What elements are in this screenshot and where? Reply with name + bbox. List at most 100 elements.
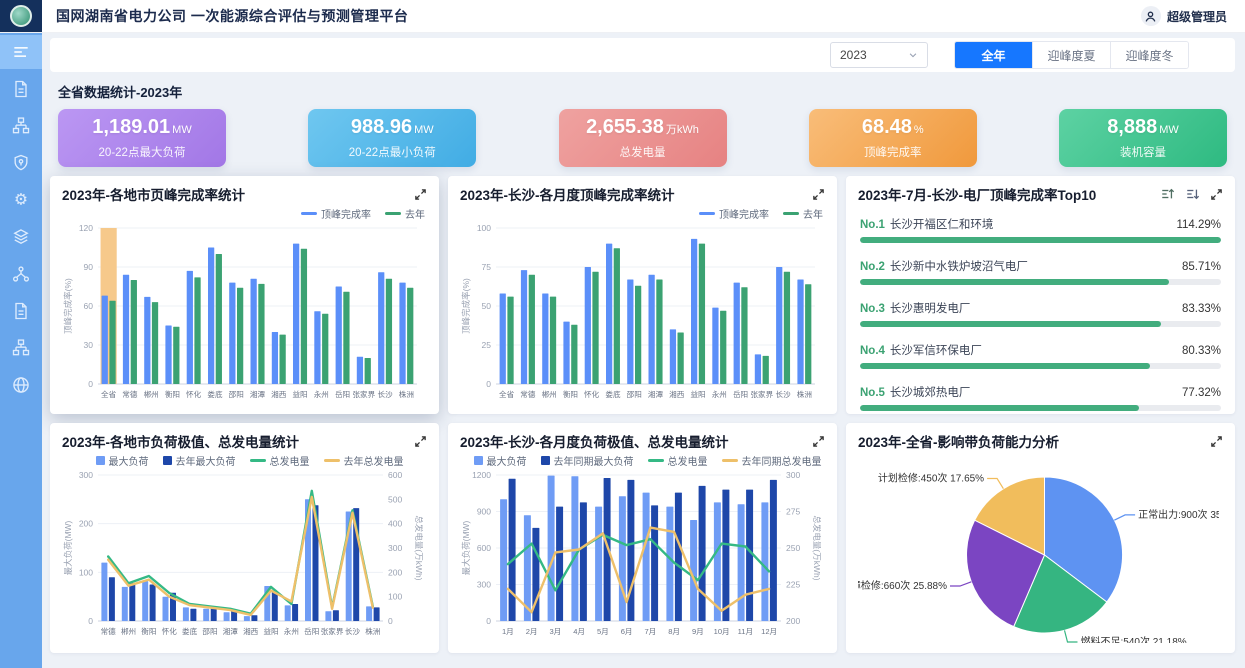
year-select[interactable]: 2023: [830, 42, 928, 68]
chart-title: 2023年-长沙-各月度顶峰完成率统计: [460, 188, 675, 203]
org-chart-icon: [12, 339, 30, 356]
chart-card-city-load-generation: 2023年-各地市负荷极值、总发电量统计 最大负荷 去年最大负荷 总发电量 去年…: [50, 423, 439, 653]
chart-legend: 顶峰完成率 去年: [62, 207, 425, 221]
expand-icon[interactable]: [812, 435, 825, 448]
svg-text:300: 300: [388, 543, 402, 553]
svg-text:总发电量(万kWh): 总发电量(万kWh): [414, 515, 423, 580]
bar-chart-changsha-month-peak-rate[interactable]: 0 25 50 75 100 全省 常德 郴州 衡阳 怀化 娄底 邵阳 湘潭 湘西 益阳 永州 岳阳 张家界 长沙株…: [460, 220, 821, 402]
sidebar-item-global[interactable]: [0, 368, 42, 402]
sort-descending-icon[interactable]: [1185, 187, 1200, 201]
svg-text:长沙: 长沙: [345, 626, 361, 636]
shield-icon: [14, 154, 28, 171]
menu-icon: [14, 47, 28, 57]
svg-text:600: 600: [388, 470, 402, 480]
document-icon: [15, 80, 27, 98]
org-chart-icon: [12, 117, 30, 134]
svg-text:衡阳: 衡阳: [165, 389, 180, 399]
kpi-label: 20-22点最小负荷: [348, 147, 436, 159]
svg-text:225: 225: [786, 580, 800, 590]
list-item[interactable]: No.3 长沙惠明发电厂 83.33%: [860, 300, 1221, 327]
svg-text:300: 300: [477, 580, 491, 590]
progress-bar: [860, 405, 1140, 411]
list-item[interactable]: No.2 长沙新中水铁炉坡沼气电厂 85.71%: [860, 258, 1221, 285]
svg-text:400: 400: [388, 519, 402, 529]
layers-icon: [13, 229, 29, 245]
svg-text:株洲: 株洲: [399, 389, 414, 399]
svg-text:最大负荷(MW): 最大负荷(MW): [461, 520, 471, 575]
button-winter-peak[interactable]: 迎峰度冬: [1110, 42, 1188, 68]
pie-chart-load-capacity[interactable]: 正常出力:900次 35.29% 燃料不足:540次 21.18% 故障检修:660…: [841, 451, 1245, 649]
sort-ascending-icon[interactable]: [1160, 187, 1175, 201]
combo-chart-changsha-month-load-generation[interactable]: 0 300 600 900 1200 200 225 250 275 300 1月 2月 3月 4月 5月 6…: [460, 467, 822, 639]
svg-text:娄底: 娄底: [605, 389, 621, 399]
sidebar-item-structure[interactable]: [0, 109, 42, 143]
button-full-year[interactable]: 全年: [955, 42, 1032, 68]
sidebar-item-layers[interactable]: [0, 220, 42, 254]
combo-chart-city-load-generation[interactable]: 0 100 200 300 0 100 200 300 400 500 600 常德 郴州 衡阳 怀化 娄底邵…: [62, 467, 424, 639]
expand-icon[interactable]: [1210, 435, 1223, 448]
svg-text:株洲: 株洲: [797, 389, 812, 399]
svg-text:200: 200: [79, 519, 93, 529]
list-item[interactable]: No.1 长沙开福区仁和环境 114.29%: [860, 216, 1221, 243]
list-item[interactable]: No.4 长沙军信环保电厂 80.33%: [860, 342, 1221, 369]
svg-text:12月: 12月: [761, 627, 777, 636]
expand-icon[interactable]: [414, 435, 427, 448]
sidebar-item-settings[interactable]: ⚙: [0, 183, 42, 217]
chart-title: 2023年-各地市负荷极值、总发电量统计: [62, 435, 300, 450]
chart-card-load-capacity-analysis: 2023年-全省-影响带负荷能力分析 正常出力:900次 35.29% 燃料不足:…: [841, 423, 1245, 653]
svg-text:张家界: 张家界: [321, 626, 344, 636]
sidebar-item-files[interactable]: [0, 294, 42, 328]
svg-text:故障检修:660次 25.88%: 故障检修:660次 25.88%: [858, 579, 947, 592]
progress-track: [860, 363, 1221, 369]
svg-text:200: 200: [388, 567, 402, 577]
expand-icon[interactable]: [1210, 188, 1223, 201]
logo-globe-icon: [10, 5, 32, 27]
progress-bar: [860, 363, 1150, 369]
chart-row-top: 2023年-各地市页峰完成率统计 顶峰完成率 去年 0 30 60 90 120 全省 常德…: [50, 176, 1235, 414]
svg-text:张家界: 张家界: [750, 389, 773, 399]
kpi-card-row: 1,189.01 MW 20-22点最大负荷 988.96 MW 20-22点最小负…: [58, 109, 1227, 167]
sidebar-nav: ⚙: [0, 32, 42, 668]
svg-text:株洲: 株洲: [365, 626, 380, 636]
progress-bar: [860, 237, 1221, 243]
chart-title: 2023年-全省-影响带负荷能力分析: [858, 435, 1060, 450]
svg-text:益阳: 益阳: [263, 626, 278, 636]
button-summer-peak[interactable]: 迎峰度夏: [1032, 42, 1110, 68]
chart-card-changsha-month-peak-rate: 2023年-长沙-各月度顶峰完成率统计 顶峰完成率 去年 0 25 50 75 100 全…: [448, 176, 837, 414]
chart-legend: 最大负荷 去年同期最大负荷 总发电量 去年同期总发电量: [460, 454, 835, 468]
progress-bar: [860, 279, 1170, 285]
sidebar-item-topology[interactable]: [0, 257, 42, 291]
kpi-value: 68.48%: [861, 116, 924, 138]
svg-text:90: 90: [84, 262, 94, 272]
list-item[interactable]: No.5 长沙城郊热电厂 77.32%: [860, 384, 1221, 411]
chart-card-changsha-month-load-generation: 2023年-长沙-各月度负荷极值、总发电量统计 最大负荷 去年同期最大负荷 总发…: [448, 423, 837, 653]
sidebar-item-hierarchy[interactable]: [0, 331, 42, 365]
chart-card-city-peak-rate: 2023年-各地市页峰完成率统计 顶峰完成率 去年 0 30 60 90 120 全省 常德…: [50, 176, 439, 414]
bar-chart-city-peak-rate[interactable]: 0 30 60 90 120 全省 常德 郴州 衡阳 怀化 娄底 邵阳 湘潭 湘西 益阳 永州 岳阳 张家界 长沙株…: [62, 220, 423, 402]
user-area[interactable]: 超级管理员: [1140, 6, 1227, 26]
progress-track: [860, 279, 1221, 285]
svg-text:100: 100: [477, 223, 491, 233]
sidebar-item-report[interactable]: [0, 72, 42, 106]
svg-text:3月: 3月: [549, 627, 561, 636]
kpi-max-load: 1,189.01 MW 20-22点最大负荷: [58, 109, 226, 167]
svg-text:永州: 永州: [712, 389, 727, 399]
kpi-installed-capacity: 8,888 MW 装机容量: [1059, 109, 1227, 167]
svg-text:益阳: 益阳: [292, 389, 307, 399]
progress-bar: [860, 321, 1161, 327]
svg-text:5月: 5月: [597, 627, 609, 636]
kpi-total-generation: 2,655.38 万kWh 总发电量: [558, 109, 727, 167]
svg-text:郴州: 郴州: [144, 390, 159, 399]
sidebar-item-security[interactable]: [0, 146, 42, 180]
svg-text:最大负荷(MW): 最大负荷(MW): [63, 520, 73, 575]
top-header: 国网湖南省电力公司 一次能源综合评估与预测管理平台 超级管理员: [0, 0, 1245, 33]
sidebar-item-menu[interactable]: [0, 35, 42, 69]
svg-text:2月: 2月: [526, 627, 538, 636]
kpi-label: 装机容量: [1120, 147, 1166, 159]
expand-icon[interactable]: [414, 188, 427, 201]
expand-icon[interactable]: [812, 188, 825, 201]
svg-text:全省: 全省: [101, 389, 117, 399]
svg-text:湘西: 湘西: [243, 627, 259, 636]
svg-text:长沙: 长沙: [776, 389, 792, 399]
svg-text:益阳: 益阳: [690, 389, 705, 399]
